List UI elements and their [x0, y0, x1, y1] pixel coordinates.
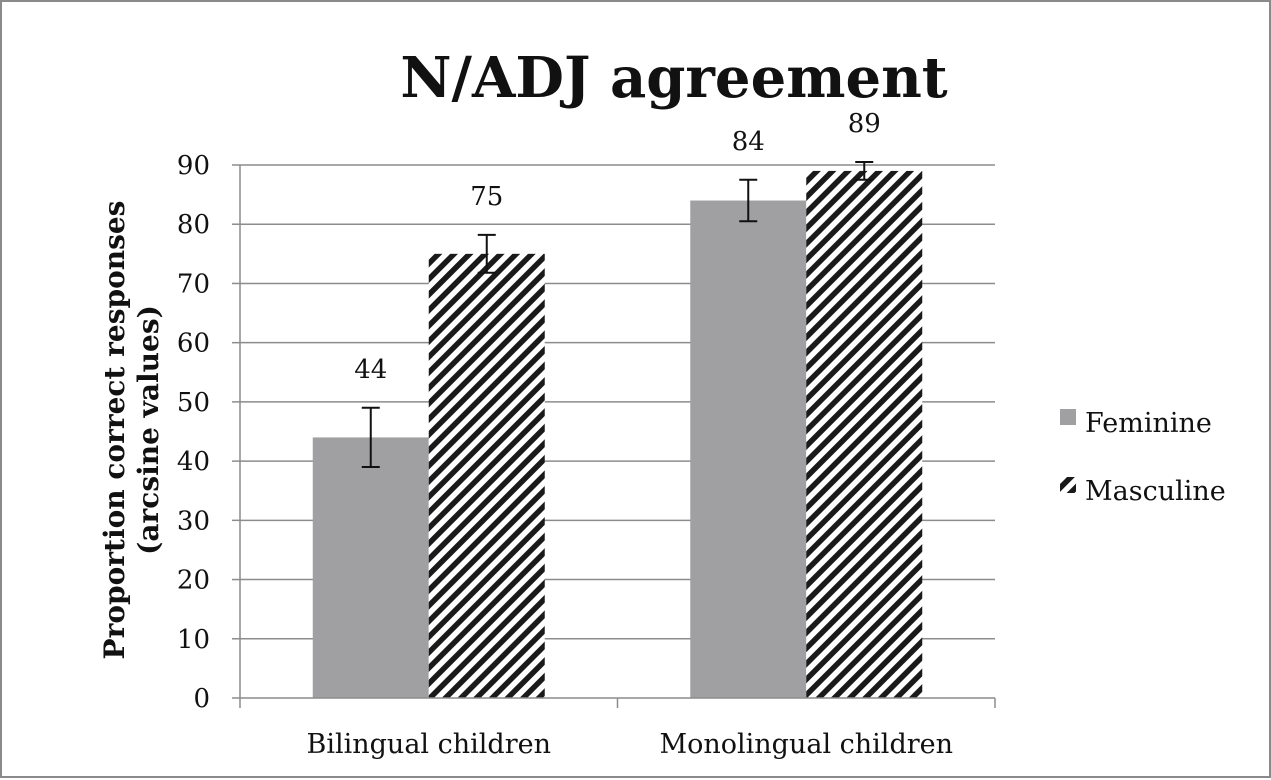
legend-item-feminine: Feminine: [1060, 408, 1212, 439]
data-label: 44: [354, 355, 387, 385]
legend-label: Masculine: [1085, 476, 1226, 507]
bar-masculine: [806, 170, 923, 698]
x-category-label: Monolingual children: [659, 729, 953, 760]
data-label: 84: [732, 127, 765, 157]
y-tick-label: 20: [177, 566, 210, 596]
bar-feminine: [312, 437, 429, 698]
bar-masculine: [428, 253, 545, 699]
y-tick-label: 0: [193, 684, 210, 714]
y-tick-label: 90: [177, 151, 210, 181]
error-bar: [855, 161, 874, 181]
data-label: 89: [848, 109, 881, 139]
y-tick-label: 80: [177, 210, 210, 240]
bars: [312, 170, 923, 699]
y-tick-label: 30: [177, 506, 210, 536]
y-tick-label: 50: [177, 388, 210, 418]
bar-feminine: [690, 200, 807, 699]
y-tick-label: 60: [177, 329, 210, 359]
data-labels: 44 75 84 89: [354, 109, 881, 385]
data-label: 75: [470, 182, 503, 212]
error-bars: [361, 161, 874, 469]
x-category-label: Bilingual children: [307, 729, 551, 760]
error-bar: [739, 178, 758, 223]
y-tick-label: 10: [177, 625, 210, 655]
chart-title: N/ADJ agreement: [400, 45, 947, 111]
error-bar: [361, 406, 380, 469]
y-axis-title-line-2: (arcsine values): [132, 305, 165, 555]
x-axis-categories: Bilingual children Monolingual children: [307, 729, 954, 760]
error-bar: [477, 233, 496, 274]
legend: Feminine Masculine: [1060, 408, 1226, 507]
y-axis-title: Proportion correct responses (arcsine va…: [98, 201, 165, 660]
y-tick-label: 40: [177, 447, 210, 477]
legend-label: Feminine: [1085, 408, 1212, 439]
axes: [239, 165, 996, 708]
y-tick-label: 70: [177, 269, 210, 299]
y-axis-ticks: 0 10 20 30 40 50 60 70 80 90: [177, 151, 240, 714]
y-axis-title-line-1: Proportion correct responses: [98, 201, 131, 660]
legend-swatch: [1060, 477, 1076, 493]
legend-swatch: [1060, 409, 1076, 425]
legend-item-masculine: Masculine: [1060, 476, 1226, 507]
